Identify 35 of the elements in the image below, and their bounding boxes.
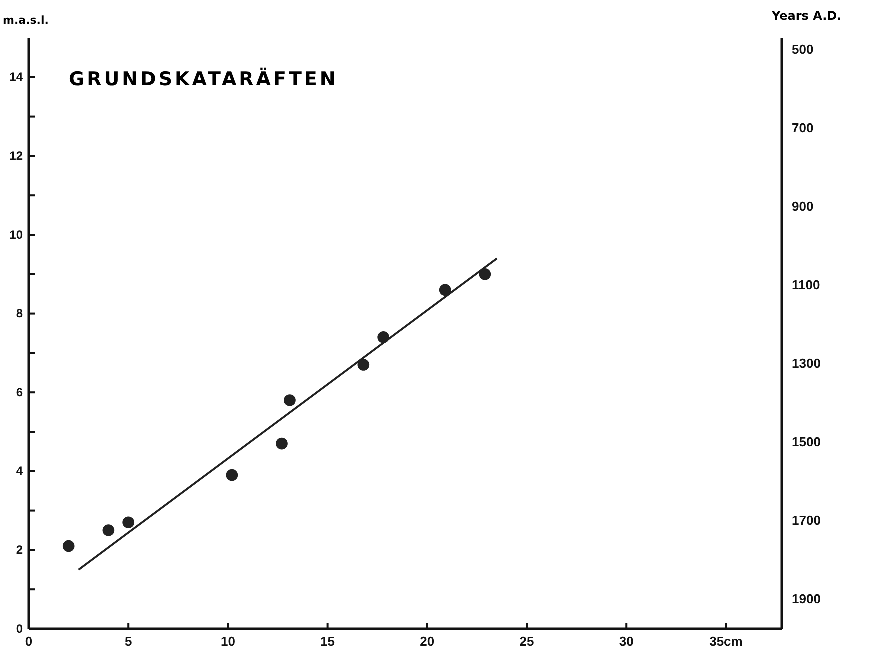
y2-tick-label: 700 <box>792 120 814 136</box>
y2-tick-label: 500 <box>792 42 814 57</box>
x-tick-label: 20 <box>420 634 435 650</box>
y2-tick-label: 1700 <box>792 513 821 528</box>
point <box>62 540 75 552</box>
y-axis-title: m.a.s.l. <box>3 14 49 27</box>
point <box>276 438 288 450</box>
y-tick-label: 12 <box>10 149 24 164</box>
y2-tick-label: 900 <box>792 199 814 214</box>
y-tick-label: 4 <box>16 464 24 478</box>
point <box>226 469 238 482</box>
x-tick-label: 30 <box>619 634 634 650</box>
y2-axis-title: Years A.D. <box>771 9 842 23</box>
point <box>479 268 492 280</box>
x-tick-label: 25 <box>520 634 534 650</box>
point <box>439 284 452 296</box>
y2-tick-label: 1500 <box>792 434 821 450</box>
y-tick-label: 10 <box>10 228 24 242</box>
x-tick-label: 10 <box>220 634 236 650</box>
y2-tick-label: 1300 <box>792 356 821 372</box>
y-tick-label: 2 <box>16 543 24 558</box>
y-tick-label: 6 <box>16 385 24 400</box>
y2-tick-label: 1900 <box>792 592 821 607</box>
x-tick-label: 5 <box>124 634 132 650</box>
y-tick-label: 0 <box>16 622 24 636</box>
y2-tick-label: 1100 <box>792 278 820 293</box>
point <box>358 359 370 371</box>
point <box>122 516 135 529</box>
y-tick-label: 8 <box>16 306 24 321</box>
point <box>284 394 296 406</box>
y-tick-label: 14 <box>10 70 24 84</box>
x-tick-label: 35cm <box>710 634 743 650</box>
text: GRUNDSKATARÄFTEN <box>69 67 338 90</box>
point <box>102 524 115 536</box>
x-tick-label: 15 <box>320 634 336 650</box>
